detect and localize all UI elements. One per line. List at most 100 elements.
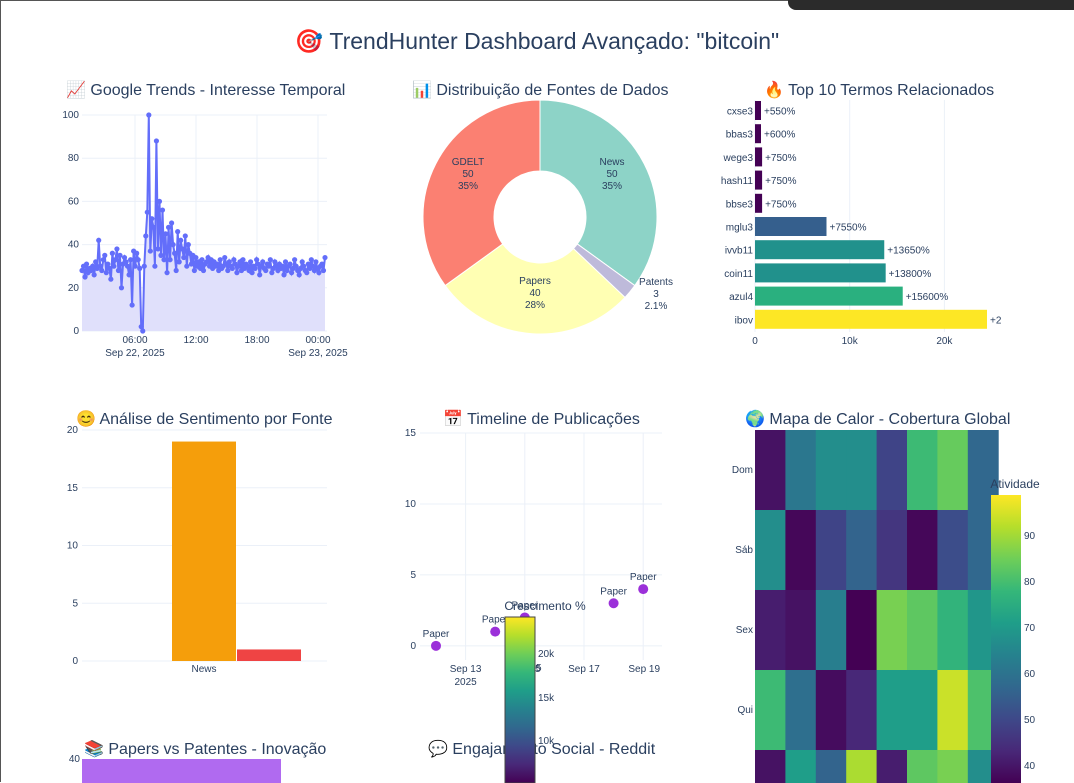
trends-xtick: 12:00 <box>183 335 208 346</box>
trends-point <box>117 252 123 258</box>
trends-xtick: 06:00 <box>122 335 147 346</box>
terms-value: +600% <box>764 130 796 141</box>
trends-point <box>320 267 327 274</box>
trends-point <box>138 324 144 330</box>
trends-point <box>279 263 286 269</box>
trends-point <box>167 257 173 263</box>
timeline-point <box>608 598 619 609</box>
terms-category: coin11 <box>724 269 753 280</box>
trends-point <box>90 263 96 269</box>
trends-point <box>287 261 293 267</box>
trends-point <box>153 138 160 144</box>
trends-point <box>162 231 169 237</box>
trends-point <box>182 233 188 239</box>
trends-point <box>267 257 273 263</box>
heatmap-cell <box>876 510 908 590</box>
trends-point <box>108 276 114 282</box>
terms-value: +750% <box>765 153 797 164</box>
trends-point <box>112 257 119 263</box>
heatmap-colorbar <box>991 495 1021 783</box>
terms-bar <box>755 240 885 260</box>
trends-point <box>269 270 275 276</box>
timeline-xtick: Sep 13 <box>450 664 482 675</box>
trends-point <box>111 263 117 269</box>
trends-point <box>146 112 152 118</box>
trends-point <box>123 259 129 265</box>
terms-category: wege3 <box>723 153 754 164</box>
trends-point <box>83 261 90 267</box>
trends-point <box>172 250 178 256</box>
papers-title: 📚 Papers vs Patentes - Inovação <box>84 741 327 758</box>
trends-point <box>134 250 140 256</box>
trends-point <box>296 272 302 278</box>
trends-ytick: 80 <box>68 153 80 164</box>
trends-point <box>109 250 115 256</box>
trends-point <box>282 259 289 265</box>
pie-value: 50 <box>462 169 474 180</box>
trends-point <box>115 267 122 274</box>
terms-category: ivvb11 <box>725 246 754 257</box>
trends-xsub: Sep 23, 2025 <box>288 348 348 359</box>
dashboard-title: 🎯 TrendHunter Dashboard Avançado: "bitco… <box>294 28 780 54</box>
terms-bar <box>755 193 763 213</box>
trends-point <box>82 274 88 280</box>
terms-bar <box>755 170 763 190</box>
trends-point <box>99 267 105 274</box>
heatmap-cell <box>815 590 847 670</box>
timeline-colorbar-tick: 15k <box>538 693 555 704</box>
trends-point <box>319 261 325 267</box>
pie-percent: 28% <box>525 300 545 311</box>
terms-value: +550% <box>764 107 796 118</box>
pie-slice-papers <box>444 243 626 335</box>
heatmap-cell <box>815 670 847 750</box>
heatmap-colorbar-tick: 60 <box>1024 669 1036 680</box>
heatmap-cell <box>755 750 786 783</box>
heatmap-cell <box>785 510 817 590</box>
trends-point <box>106 265 112 271</box>
terms-value: +750% <box>765 176 797 187</box>
heatmap-cell <box>937 750 969 783</box>
trends-point <box>103 270 109 276</box>
terms-title: 🔥 Top 10 Termos Relacionados <box>764 82 995 99</box>
papers-ytick: 40 <box>69 754 81 765</box>
trends-point <box>164 270 170 276</box>
terms-category: ibov <box>735 315 753 326</box>
sent-bar-negative <box>237 649 301 661</box>
trends-point <box>234 270 240 276</box>
timeline-point-label: Paper <box>423 629 450 640</box>
terms-category: azul4 <box>729 292 753 303</box>
sent-ytick: 5 <box>72 598 78 609</box>
pie-value: 40 <box>529 288 541 299</box>
trends-point <box>229 265 235 271</box>
trends-point <box>141 263 147 269</box>
trends-point <box>260 259 266 265</box>
heatmap-cell <box>815 510 847 590</box>
trends-point <box>121 254 128 261</box>
timeline-xtick: Sep 17 <box>568 664 600 675</box>
trends-point <box>100 257 106 263</box>
heatmap-cell <box>785 750 817 783</box>
trends-point <box>96 237 102 243</box>
heatmap-cell <box>907 430 938 510</box>
trends-point <box>173 267 179 274</box>
trends-point <box>308 257 314 263</box>
trends-point <box>102 252 108 258</box>
trends-point <box>254 257 260 263</box>
trends-point <box>165 224 172 230</box>
trends-point <box>132 263 138 269</box>
trends-ytick: 0 <box>73 326 79 337</box>
terms-value: +7550% <box>829 223 866 234</box>
timeline-colorbar-tick: 10k <box>538 736 555 747</box>
trends-point <box>293 263 299 269</box>
trends-point <box>91 272 97 278</box>
trends-point <box>266 263 272 269</box>
heatmap-cell <box>876 590 908 670</box>
timeline-colorbar-title: Crescimento % <box>504 599 586 613</box>
trends-point <box>178 237 184 243</box>
timeline-colorbar-tick: 20k <box>538 649 555 660</box>
trends-point <box>188 261 194 267</box>
heatmap-cell <box>785 590 817 670</box>
heatmap-cell <box>907 510 938 590</box>
